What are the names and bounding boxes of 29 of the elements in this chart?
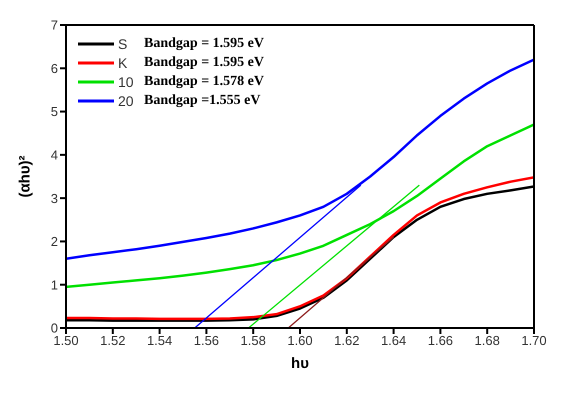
y-tick-label: 3 bbox=[50, 190, 58, 206]
annotation: Bandgap = 1.595 eV bbox=[144, 54, 264, 70]
annotation: Bandgap =1.555 eV bbox=[144, 92, 260, 108]
x-tick-label: 1.52 bbox=[100, 333, 126, 348]
x-tick-label: 1.62 bbox=[334, 333, 360, 348]
y-tick-label: 4 bbox=[50, 147, 58, 162]
x-tick-label: 1.60 bbox=[287, 333, 313, 348]
x-axis-title: hυ bbox=[291, 355, 310, 372]
y-tick-label: 2 bbox=[50, 234, 58, 250]
y-axis-title: (αhυ)² bbox=[16, 155, 34, 198]
x-tick-label: 1.56 bbox=[194, 333, 220, 348]
x-tick-label: 1.70 bbox=[521, 333, 547, 348]
x-tick-label: 1.50 bbox=[53, 333, 79, 348]
legend-label: 20 bbox=[118, 92, 135, 108]
y-tick-label: 0 bbox=[50, 320, 58, 336]
y-tick-label: 6 bbox=[50, 60, 58, 76]
legend-label: 10 bbox=[118, 74, 135, 90]
annotation: Bandgap = 1.578 eV bbox=[144, 74, 264, 90]
x-tick-label: 1.64 bbox=[380, 333, 406, 348]
annotation: Bandgap = 1.595 eV bbox=[144, 36, 264, 52]
y-tick-label: 5 bbox=[50, 104, 58, 120]
x-tick-label: 1.68 bbox=[474, 333, 500, 348]
x-tick-label: 1.58 bbox=[240, 333, 266, 348]
x-tick-label: 1.66 bbox=[428, 333, 454, 348]
legend-label: S bbox=[118, 36, 128, 52]
y-tick-label: 7 bbox=[50, 18, 58, 33]
legend-label: K bbox=[118, 54, 128, 70]
x-tick-label: 1.54 bbox=[146, 333, 172, 348]
y-tick-label: 1 bbox=[50, 277, 58, 292]
